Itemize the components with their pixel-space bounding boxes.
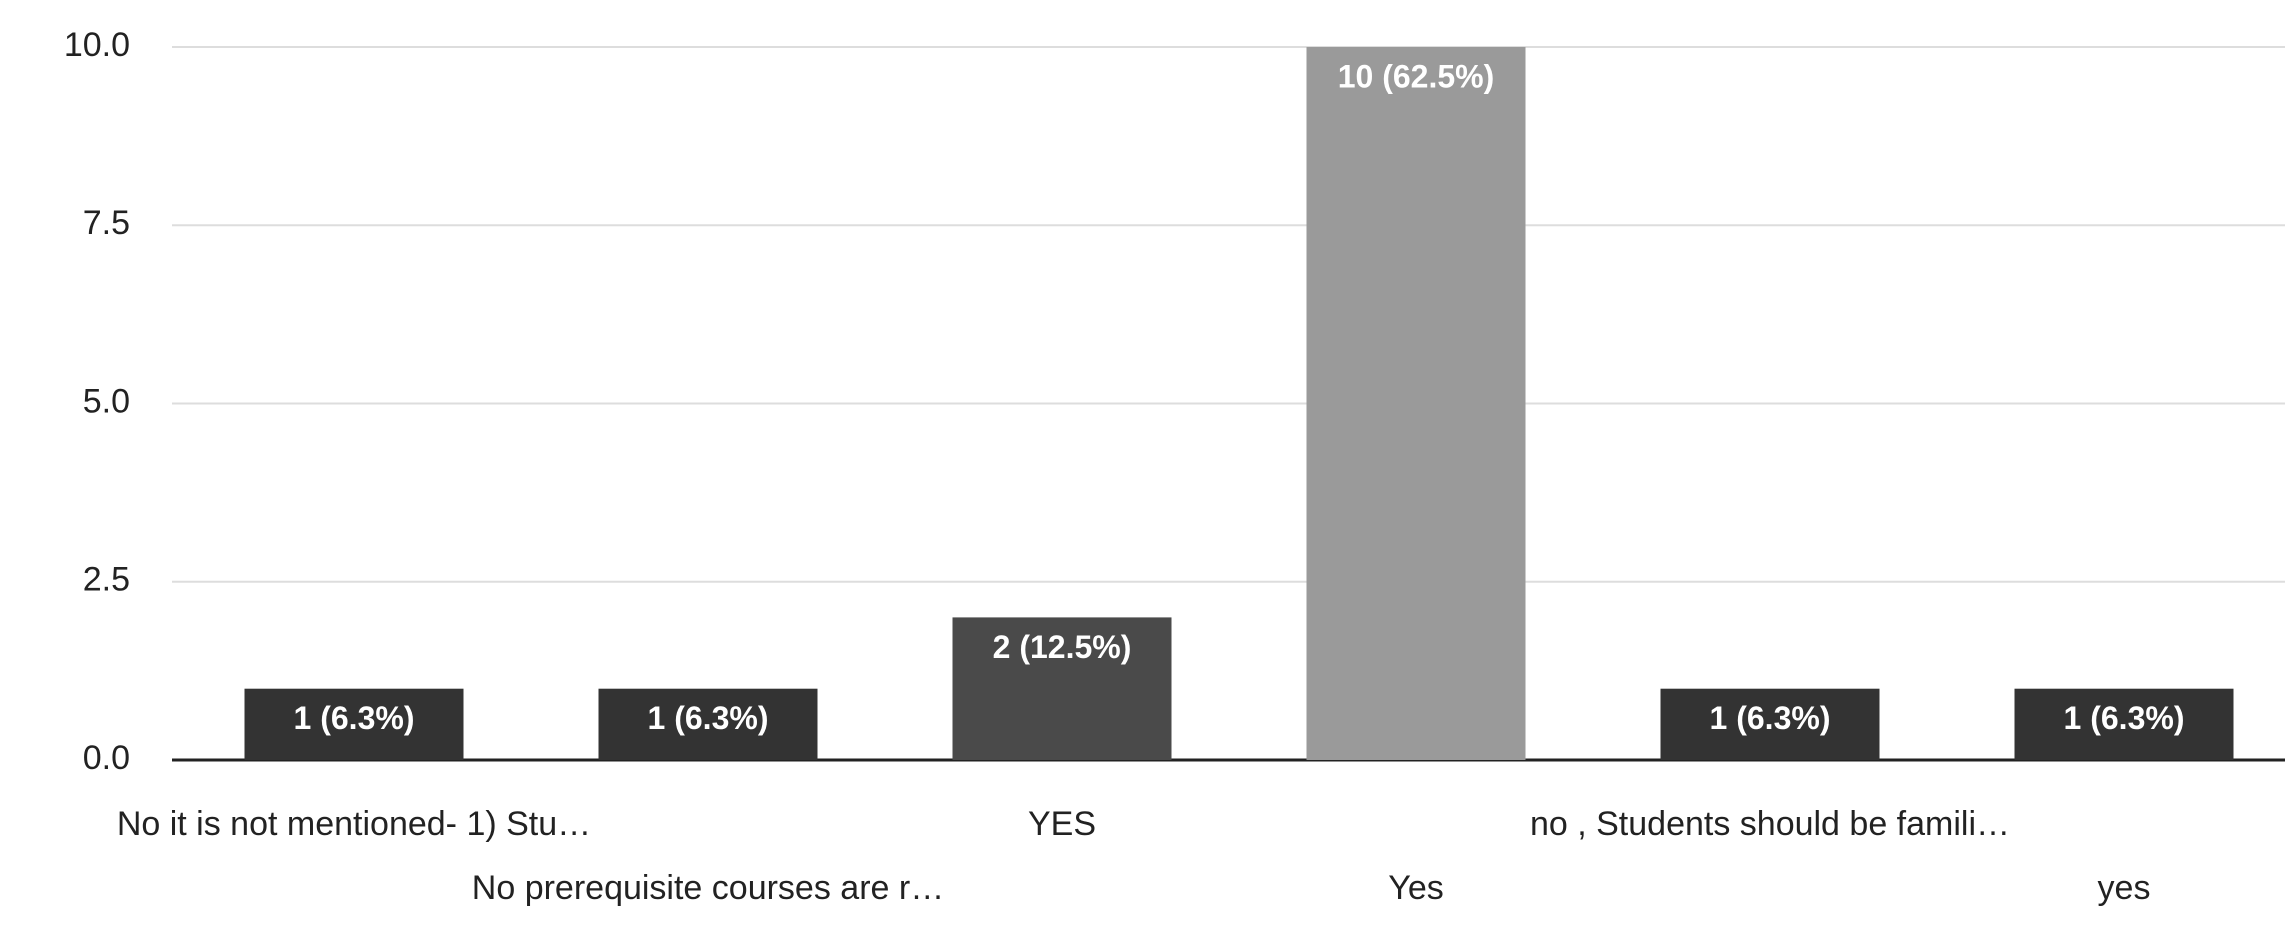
y-tick-label: 2.5 xyxy=(83,561,130,599)
bar xyxy=(244,688,464,760)
x-tick-label: No prerequisite courses are r… xyxy=(472,869,944,907)
x-tick-label: Yes xyxy=(1388,869,1443,907)
bar xyxy=(1306,47,1526,760)
value-label: 1 (6.3%) xyxy=(1710,700,1831,736)
y-tick-label: 0.0 xyxy=(83,739,130,777)
value-label: 2 (12.5%) xyxy=(993,629,1132,665)
bar xyxy=(1660,688,1880,760)
y-tick-label: 5.0 xyxy=(83,382,130,420)
y-tick-label: 10.0 xyxy=(64,26,130,64)
value-label: 1 (6.3%) xyxy=(648,700,769,736)
x-tick-label: YES xyxy=(1028,805,1096,843)
x-tick-label: No it is not mentioned- 1) Stu… xyxy=(117,805,591,843)
bar xyxy=(2014,688,2234,760)
x-tick-label: yes xyxy=(2098,869,2151,907)
y-tick-label: 7.5 xyxy=(83,204,130,242)
value-label: 10 (62.5%) xyxy=(1338,58,1495,94)
value-label: 1 (6.3%) xyxy=(294,700,415,736)
bar xyxy=(598,688,818,760)
bar xyxy=(952,617,1172,760)
value-label: 1 (6.3%) xyxy=(2064,700,2185,736)
x-tick-label: no , Students should be famili… xyxy=(1530,805,2010,843)
